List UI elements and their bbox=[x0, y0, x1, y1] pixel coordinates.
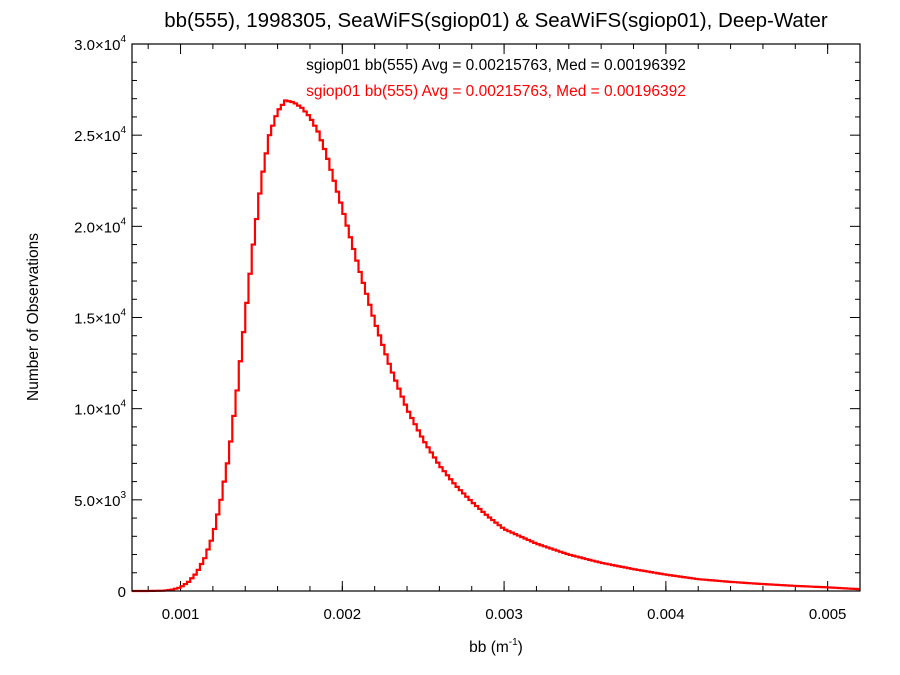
y-axis-label: Number of Observations bbox=[25, 233, 42, 401]
x-tick-label: 0.001 bbox=[162, 606, 200, 623]
x-axis-label: bb (m-1) bbox=[469, 637, 523, 656]
x-tick-label: 0.003 bbox=[485, 606, 523, 623]
histogram-series-line bbox=[132, 99, 860, 593]
annotation-black: sgiop01 bb(555) Avg = 0.00215763, Med = … bbox=[306, 57, 686, 74]
x-tick-label: 0.005 bbox=[809, 606, 847, 623]
x-axis-label-exponent: -1 bbox=[509, 637, 518, 648]
y-tick-label: 1.0×104 bbox=[74, 399, 126, 419]
y-tick-label: 1.5×104 bbox=[74, 308, 126, 328]
plot-frame bbox=[131, 43, 861, 592]
y-tick-label: 2.0×104 bbox=[74, 216, 126, 236]
y-axis-ticks: 0 5.0×103 1.0×104 1.5×104 2.0×104 2.5×104 3.0×… bbox=[74, 34, 860, 601]
x-axis-label-close: ) bbox=[518, 639, 523, 656]
x-tick-label: 0.004 bbox=[647, 606, 685, 623]
x-tick-label: 0.002 bbox=[324, 606, 362, 623]
y-tick-label: 5.0×103 bbox=[74, 490, 126, 510]
y-tick-label: 0 bbox=[118, 584, 126, 601]
x-axis-label-main: bb (m bbox=[469, 639, 509, 656]
annotation-red: sgiop01 bb(555) Avg = 0.00215763, Med = … bbox=[306, 83, 686, 100]
y-tick-label: 3.0×104 bbox=[74, 34, 126, 54]
y-tick-label: 2.5×104 bbox=[74, 125, 126, 145]
x-axis-ticks: 0.001 0.002 0.003 0.004 0.005 bbox=[147, 44, 861, 623]
chart-title: bb(555), 1998305, SeaWiFS(sgiop01) & Sea… bbox=[164, 9, 828, 32]
